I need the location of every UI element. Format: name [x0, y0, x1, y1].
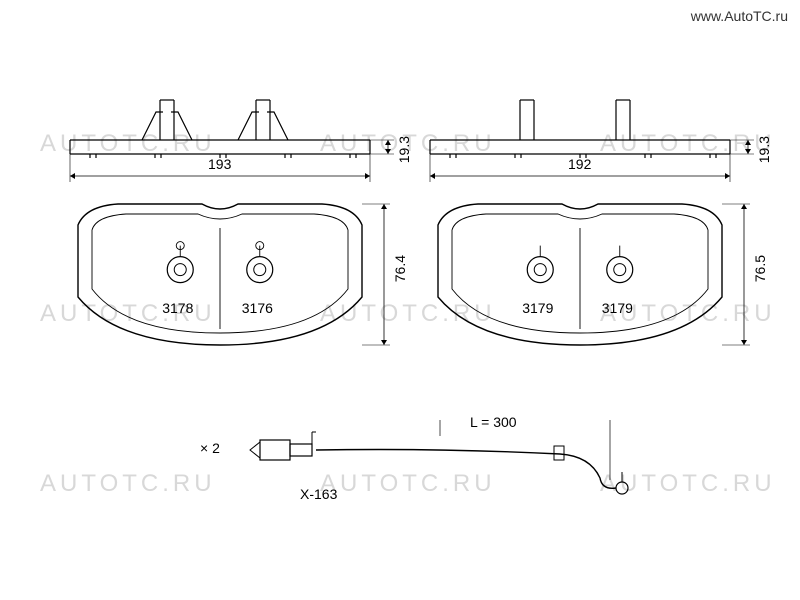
- dimension-label: 193: [208, 156, 231, 172]
- dimension-label: X-163: [300, 486, 337, 502]
- dimension-label: 76.5: [752, 255, 768, 282]
- dimension-label: 192: [568, 156, 591, 172]
- dimension-label: 3179: [602, 300, 633, 316]
- dimension-label: × 2: [200, 440, 220, 456]
- dimension-label: 3179: [522, 300, 553, 316]
- dimension-label: 76.4: [392, 255, 408, 282]
- dimension-label: L = 300: [470, 414, 517, 430]
- dimension-label: 3176: [242, 300, 273, 316]
- technical-drawing: [0, 0, 800, 600]
- dimension-label: 19.3: [396, 136, 412, 163]
- dimension-label: 3178: [162, 300, 193, 316]
- dimension-label: 19.3: [756, 136, 772, 163]
